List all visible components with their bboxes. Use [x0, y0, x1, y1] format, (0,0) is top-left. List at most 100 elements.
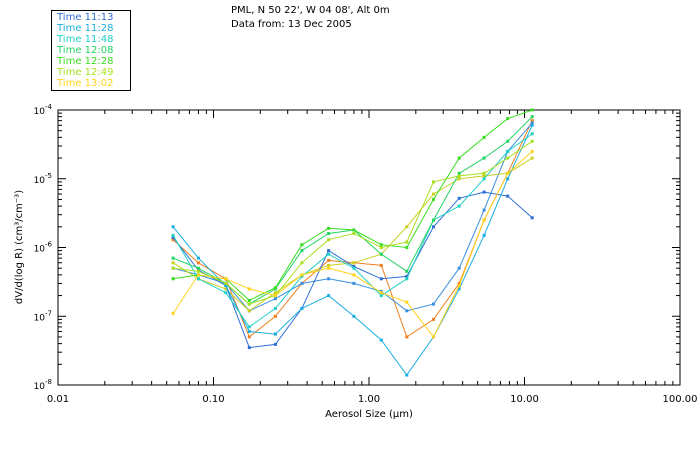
data-point: [482, 135, 486, 139]
data-point: [506, 194, 510, 198]
plot-frame: [57, 109, 681, 386]
data-point: [196, 269, 200, 273]
data-point: [247, 325, 251, 329]
data-point: [457, 284, 461, 287]
data-point: [530, 139, 534, 143]
x-tick-label: 10.00: [510, 394, 539, 405]
data-point: [196, 273, 200, 277]
legend-entry: Time 12:08: [57, 45, 114, 56]
data-point: [327, 252, 331, 256]
data-point: [506, 171, 510, 175]
data-point: [171, 311, 175, 315]
data-point: [530, 149, 534, 153]
data-point: [171, 256, 175, 260]
data-point: [457, 287, 461, 291]
x-tick-label: 100.00: [663, 394, 698, 405]
data-point: [482, 171, 486, 175]
data-point: [273, 342, 277, 346]
series-4: [171, 115, 534, 306]
series-1: [171, 190, 534, 350]
data-point: [327, 294, 331, 298]
data-point: [482, 218, 486, 222]
legend-entry: Time 11:48: [57, 34, 114, 45]
series-7-line: [172, 151, 533, 338]
data-point: [247, 309, 251, 313]
data-point: [482, 174, 486, 178]
legend-entry: Time 12:49: [57, 67, 114, 78]
x-tick-label: 0.01: [47, 394, 69, 405]
data-point: [432, 218, 435, 222]
data-point: [379, 294, 383, 298]
data-point: [352, 261, 356, 265]
data-point: [457, 196, 461, 200]
data-point: [327, 226, 331, 230]
data-point: [405, 246, 409, 249]
data-point: [506, 156, 510, 160]
data-point: [273, 306, 277, 310]
data-point: [300, 306, 304, 310]
data-point: [196, 261, 200, 265]
data-point: [327, 258, 331, 262]
data-point: [432, 197, 435, 201]
series-7: [171, 149, 534, 339]
data-point: [352, 281, 356, 285]
data-point: [405, 225, 409, 229]
data-point: [171, 225, 175, 229]
data-point: [405, 274, 409, 278]
data-point: [405, 335, 409, 339]
x-tick-label: 0.10: [202, 394, 224, 405]
data-point: [327, 263, 331, 267]
data-point: [273, 286, 277, 290]
legend: Time 11:13 Time 11:28 Time 11:48 Time 12:08…: [51, 10, 131, 91]
data-point: [273, 314, 277, 318]
data-point: [171, 238, 175, 242]
data-point: [352, 266, 356, 270]
legend-entry: Time 11:13: [57, 12, 114, 23]
y-tick-label: 10-4: [34, 103, 53, 117]
data-point: [247, 335, 251, 339]
data-point: [530, 156, 534, 160]
data-point: [224, 291, 228, 295]
data-point: [327, 238, 331, 242]
data-point: [530, 216, 534, 220]
data-point: [457, 174, 461, 178]
data-point: [224, 284, 228, 287]
data-point: [379, 263, 383, 267]
legend-entry: Time 13:02: [57, 78, 114, 89]
data-point: [327, 277, 331, 281]
data-point: [432, 317, 435, 321]
data-point: [247, 346, 251, 350]
data-point: [171, 261, 175, 265]
data-point: [196, 266, 200, 270]
data-date: Data from: 13 Dec 2005: [231, 19, 352, 30]
data-point: [352, 228, 356, 232]
x-tick-label: 1.00: [358, 394, 380, 405]
data-point: [457, 171, 461, 175]
series-2-line: [172, 125, 533, 376]
data-point: [171, 236, 175, 239]
data-point: [300, 261, 304, 265]
data-point: [247, 302, 251, 306]
data-point: [506, 177, 510, 181]
data-point: [530, 119, 534, 123]
data-point: [405, 269, 409, 273]
y-tick-label: 10-6: [34, 241, 53, 255]
data-point: [379, 291, 383, 295]
data-point: [224, 287, 228, 291]
data-point: [273, 297, 277, 301]
data-point: [506, 149, 510, 153]
data-point: [352, 314, 356, 318]
data-point: [352, 273, 356, 277]
series-1-line: [172, 191, 533, 349]
data-point: [379, 277, 383, 281]
data-point: [327, 266, 331, 270]
data-point: [300, 243, 304, 247]
data-point: [530, 123, 534, 127]
data-point: [247, 330, 251, 333]
data-point: [432, 335, 435, 339]
data-point: [432, 225, 435, 229]
data-point: [405, 277, 409, 281]
data-point: [379, 338, 383, 342]
station-info: PML, N 50 22', W 04 08', Alt 0m: [231, 5, 390, 16]
data-point: [273, 291, 277, 295]
